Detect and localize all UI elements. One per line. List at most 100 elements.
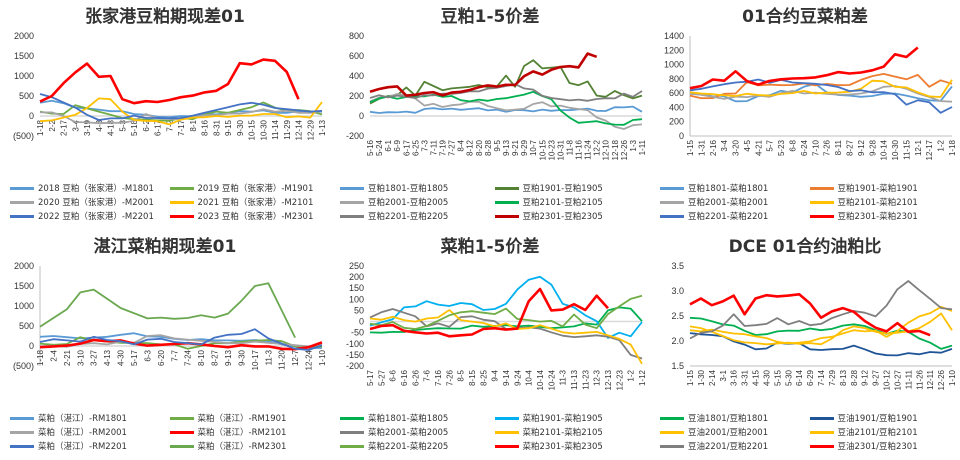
legend-swatch	[169, 416, 194, 420]
legend-item: 菜粕2001-菜粕2005	[340, 426, 491, 438]
legend-label: 豆粕2101-豆粕2105	[522, 198, 603, 208]
y-tick-label: 800	[349, 31, 364, 41]
x-tick-label: 4-3	[95, 119, 104, 131]
x-tick-label: 4-30	[762, 369, 771, 386]
y-tick-label: 1000	[14, 71, 34, 81]
x-tick-label: 1-11	[638, 139, 647, 155]
legend-item: 2020 豆粕（张家港）-M2001	[10, 196, 166, 208]
x-tick-label: 10-30	[891, 139, 900, 160]
y-tick-label: 2000	[14, 261, 34, 271]
legend-item: 菜粕2201-菜粕2205	[340, 440, 491, 452]
series-line-5	[369, 294, 643, 330]
x-tick-label: 12-23	[615, 369, 624, 390]
series-line-1	[369, 306, 643, 334]
legend-swatch	[340, 200, 364, 204]
x-tick-label: 9-12	[861, 369, 870, 386]
legend-label: 菜粕（湛江）-RM2301	[197, 442, 287, 452]
chart-title: 湛江菜粕期现差01	[93, 237, 237, 257]
legend-swatch	[10, 186, 34, 190]
series-line-6	[39, 58, 300, 105]
x-tick-label: 12-24	[305, 349, 314, 370]
y-tick-label: 2000	[14, 31, 34, 41]
legend-label: 豆粕2101-菜粕2101	[837, 198, 918, 208]
legend-item: 2018 豆粕（张家港）-M1801	[10, 182, 166, 194]
x-tick-label: 9-27	[872, 369, 881, 386]
x-tick-label: 1-3	[629, 139, 638, 151]
y-tick-label: 500	[19, 321, 34, 331]
legend-item: 豆粕2201-豆粕2205	[340, 210, 491, 222]
x-tick-label: 9-30	[236, 119, 245, 136]
x-tick-label: 8-25	[479, 369, 488, 386]
x-tick-label: 1-12	[638, 369, 647, 386]
y-tick-label: (500)	[13, 361, 34, 371]
series-line-5	[39, 93, 323, 121]
x-tick-label: 7-29	[828, 369, 837, 386]
y-tick-label: 150	[349, 283, 364, 293]
y-tick-label: 600	[349, 51, 364, 61]
legend-item: 2019 豆粕（张家港）-M1901	[169, 182, 326, 194]
x-tick-label: 1-18	[36, 349, 45, 366]
legend-swatch	[169, 186, 194, 190]
x-tick-label: 10-15	[538, 139, 547, 160]
y-tick-label: 2.5	[671, 311, 684, 321]
legend-label: 豆粕2201-菜粕2201	[688, 212, 769, 222]
x-tick-label: 1-18	[948, 139, 957, 156]
legend-item: 菜粕（湛江）-RM2101	[169, 426, 326, 438]
y-tick-label: 1400	[664, 31, 684, 41]
legend-label: 菜粕2001-菜粕2005	[368, 428, 449, 438]
series-line-1	[689, 83, 953, 103]
legend-swatch	[10, 200, 34, 204]
y-tick-label: -100	[346, 339, 364, 349]
legend: 豆粕1801-菜粕1801 豆粕1901-菜粕1901 豆粕2001-菜粕2001 豆…	[660, 182, 955, 222]
x-tick-label: 3-10	[76, 349, 85, 366]
legend-label: 菜粕（湛江）-RM1901	[197, 414, 287, 424]
series-line-2	[369, 275, 643, 339]
x-tick-label: 7-26	[445, 369, 454, 386]
x-tick-label: 1-18	[36, 119, 45, 136]
x-tick-label: 11-23	[581, 369, 590, 389]
legend-swatch	[809, 416, 834, 420]
legend-label: 菜粕2201-菜粕2205	[368, 442, 449, 452]
legend-swatch	[809, 186, 834, 190]
x-tick-label: 10-23	[547, 139, 556, 160]
legend-item: 豆粕1801-菜粕1801	[660, 182, 806, 194]
legend-item: 豆油2101/豆粕2101	[809, 426, 956, 438]
x-tick-label: 3-20	[732, 139, 741, 156]
x-tick-label: 11-15	[902, 139, 911, 159]
series-line-4	[689, 79, 953, 98]
legend-label: 2023 豆粕（张家港）-M2301	[197, 212, 314, 222]
legend-label: 豆粕1901-菜粕1901	[837, 184, 918, 194]
legend-swatch	[494, 200, 519, 204]
x-tick-label: 10-12	[883, 369, 892, 390]
x-tick-label: 9-15	[224, 119, 233, 136]
legend-label: 豆粕2301-菜粕2301	[837, 212, 918, 222]
x-tick-label: 6-14	[795, 369, 804, 386]
legend-swatch	[169, 214, 194, 218]
legend-label: 菜粕（湛江）-RM2001	[38, 428, 127, 438]
legend-item: 2021 豆粕（张家港）-M2101	[169, 196, 326, 208]
x-tick-label: 1-2	[937, 139, 946, 151]
chart-title: 菜粕1-5价差	[440, 237, 540, 257]
x-tick-label: 7-19	[439, 139, 448, 156]
chart-4: 湛江菜粕期现差01 2000 1500 1000 500 0 (500) 1-18 2-4 2-2…	[0, 230, 330, 460]
legend: 菜粕（湛江）-RM1801 菜粕（湛江）-RM1901 菜粕（湛江）-RM2001 菜…	[10, 412, 325, 452]
x-tick-label: 5-23	[777, 139, 786, 156]
legend-label: 菜粕（湛江）-RM1801	[38, 414, 127, 424]
x-tick-label: 10-30	[259, 119, 268, 140]
x-tick-label: 8-27	[845, 139, 854, 156]
series-line-4	[39, 97, 323, 126]
x-tick-label: 12-17	[925, 139, 934, 160]
legend-item: 豆粕2001-菜粕2001	[660, 196, 806, 208]
series-line-4	[369, 90, 643, 126]
chart-2: 豆粕1-5价差 800 600 400 200 0 -200 5-16 5-24 6-1 6-9 6-…	[330, 0, 650, 230]
legend-swatch	[10, 430, 34, 434]
x-tick-label: 3-1	[719, 369, 728, 381]
series-line-5	[689, 78, 953, 114]
legend-swatch	[10, 214, 34, 218]
legend-label: 2021 豆粕（张家港）-M2101	[197, 198, 314, 208]
x-tick-label: 12-26	[620, 139, 629, 160]
y-tick-label: 600	[669, 88, 684, 98]
y-tick-label: 200	[349, 91, 364, 101]
plot: 3.53.02.52.01.51-15 1-30 2-14 3-1 3-16 3-31 4-…	[671, 261, 957, 390]
legend-item: 豆粕2301-豆粕2305	[494, 210, 646, 222]
